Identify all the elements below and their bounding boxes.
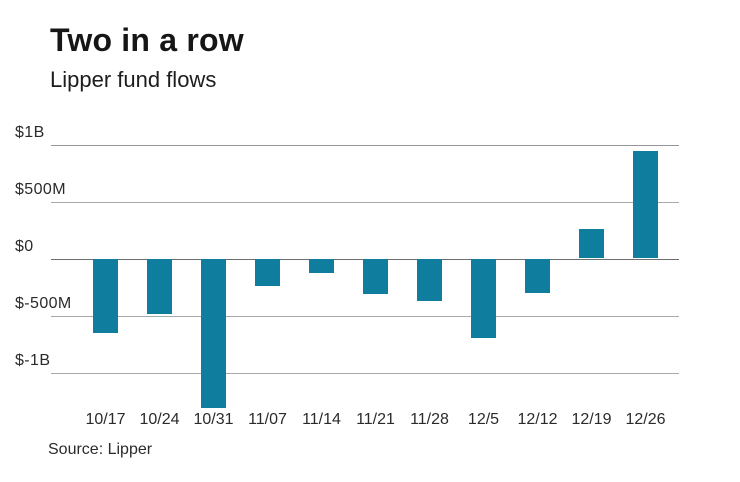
x-tick-label: 10/17 [85, 411, 126, 428]
bar [579, 228, 604, 259]
x-tick-label: 11/28 [410, 411, 449, 428]
x-tick-label: 10/31 [193, 411, 234, 428]
x-tick-label: 12/5 [467, 411, 500, 428]
chart-subtitle: Lipper fund flows [50, 67, 217, 92]
bar [417, 258, 442, 301]
y-tick-label: $1B [15, 123, 45, 141]
bar [93, 258, 118, 333]
x-tick-label: 11/14 [302, 411, 341, 428]
x-tick-label: 11/07 [248, 411, 287, 428]
gridline [51, 315, 679, 317]
y-tick-label: $500M [15, 180, 66, 198]
bar [471, 258, 496, 339]
bar [363, 258, 388, 294]
bar [525, 258, 550, 293]
bar [147, 258, 172, 315]
y-tick-label: $-500M [15, 294, 72, 312]
bar [309, 258, 334, 274]
x-tick-label: 12/26 [625, 411, 666, 428]
x-tick-label: 10/24 [139, 411, 180, 428]
y-tick-label: $-1B [15, 351, 51, 369]
x-tick-label: 12/12 [517, 411, 558, 428]
source-note: Source: Lipper [48, 441, 153, 458]
bar [201, 258, 226, 408]
gridline [51, 201, 679, 203]
gridline [51, 372, 679, 374]
gridline [51, 144, 679, 146]
chart-title: Two in a row [50, 22, 244, 58]
bar [255, 258, 280, 286]
x-tick-label: 11/21 [356, 411, 395, 428]
y-tick-label: $0 [15, 237, 34, 255]
bar [633, 151, 658, 259]
x-tick-label: 12/19 [571, 411, 612, 428]
